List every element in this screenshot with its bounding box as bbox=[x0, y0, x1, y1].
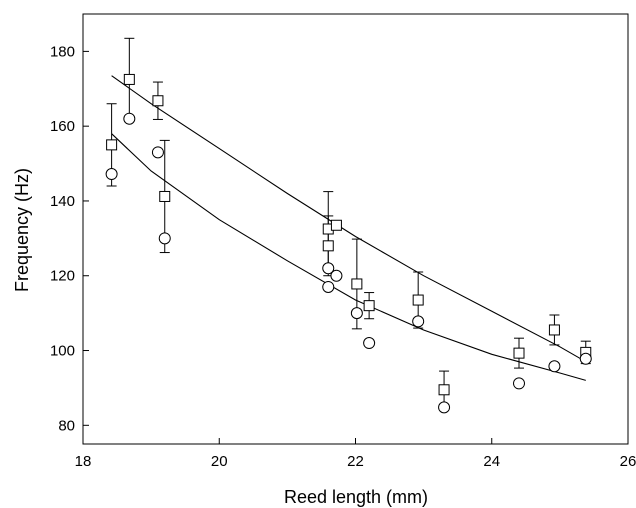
y-tick-label: 120 bbox=[50, 268, 75, 285]
circle-point bbox=[158, 232, 171, 245]
circle-point bbox=[322, 262, 335, 275]
square-point bbox=[159, 190, 171, 202]
square-point bbox=[438, 384, 450, 396]
square-point bbox=[513, 347, 525, 359]
circle-point bbox=[350, 307, 363, 320]
y-tick-label: 180 bbox=[50, 43, 75, 60]
x-tick-label: 20 bbox=[211, 453, 228, 470]
square-point bbox=[351, 278, 363, 290]
fit-curves bbox=[111, 75, 587, 381]
x-axis-title: Reed length (mm) bbox=[284, 487, 428, 507]
circle-point bbox=[322, 280, 335, 293]
circle-point bbox=[105, 168, 118, 181]
circle-point bbox=[363, 337, 376, 350]
circle-point bbox=[151, 146, 164, 159]
circle-point bbox=[579, 352, 592, 365]
square-point bbox=[152, 95, 164, 107]
circle-point bbox=[412, 315, 425, 328]
x-tick-label: 22 bbox=[347, 453, 364, 470]
square-point bbox=[106, 139, 118, 151]
circle-point bbox=[548, 360, 561, 373]
circle-point bbox=[123, 112, 136, 125]
y-tick-label: 100 bbox=[50, 343, 75, 360]
square-point bbox=[123, 73, 135, 85]
square-point bbox=[330, 219, 342, 231]
square-point bbox=[322, 240, 334, 252]
fit-curve-series-2 bbox=[111, 133, 586, 381]
data-points bbox=[105, 73, 592, 414]
square-point bbox=[363, 300, 375, 312]
circle-point bbox=[513, 377, 525, 390]
square-point bbox=[548, 324, 560, 336]
axis-ticks: 18 20 22 24 26 80 100 120 140 160 180 bbox=[50, 43, 636, 470]
y-tick-label: 80 bbox=[58, 417, 75, 434]
x-tick-label: 24 bbox=[483, 453, 500, 470]
y-tick-label: 140 bbox=[50, 193, 75, 210]
x-tick-label: 18 bbox=[75, 453, 92, 470]
circle-point bbox=[438, 401, 451, 414]
fit-curve-series-1 bbox=[111, 75, 587, 363]
y-tick-label: 160 bbox=[50, 118, 75, 135]
square-point bbox=[412, 294, 424, 306]
circle-point bbox=[330, 269, 343, 282]
x-tick-label: 26 bbox=[620, 453, 636, 470]
y-axis-title: Frequency (Hz) bbox=[12, 168, 32, 292]
